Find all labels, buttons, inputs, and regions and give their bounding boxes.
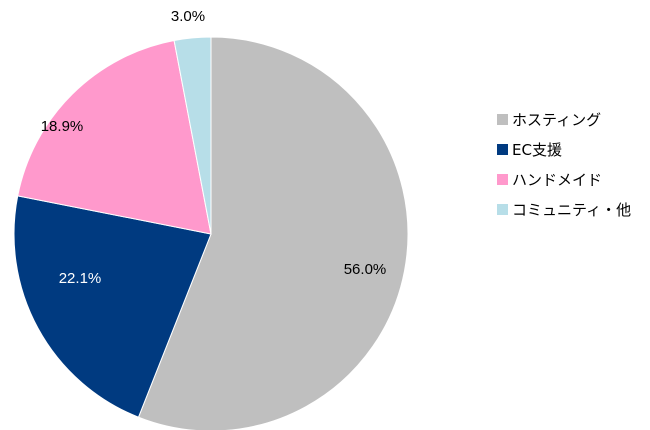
legend-swatch <box>497 113 508 125</box>
legend-item-4: コミュニティ・他 <box>497 194 631 224</box>
legend-item-1: ホスティング <box>497 104 631 134</box>
pie-data-labels: 56.0% 22.1% 18.9% 3.0% <box>41 8 387 287</box>
slice-2 <box>13 195 212 418</box>
legend-item-2: EC支援 <box>497 134 631 164</box>
legend-item-3: ハンドメイド <box>497 164 631 194</box>
data-label-4: 3.0% <box>171 8 205 25</box>
data-label-3: 18.9% <box>41 118 84 135</box>
legend-label: コミュニティ・他 <box>512 200 632 219</box>
slice-4 <box>173 36 212 235</box>
legend-swatch <box>497 173 508 185</box>
slice-1 <box>137 36 409 430</box>
legend-label: EC支援 <box>512 140 562 159</box>
chart-legend: ホスティング EC支援ハンドメイドコミュニティ・他 <box>497 104 631 224</box>
data-label-1: 56.0% <box>344 261 387 278</box>
legend-label: ホスティング <box>512 110 602 129</box>
legend-swatch <box>497 143 508 155</box>
pie-slices <box>13 36 409 430</box>
slice-3 <box>17 39 212 235</box>
data-label-2: 22.1% <box>59 270 102 287</box>
legend-label: ハンドメイド <box>512 170 603 189</box>
legend-swatch <box>497 203 508 215</box>
